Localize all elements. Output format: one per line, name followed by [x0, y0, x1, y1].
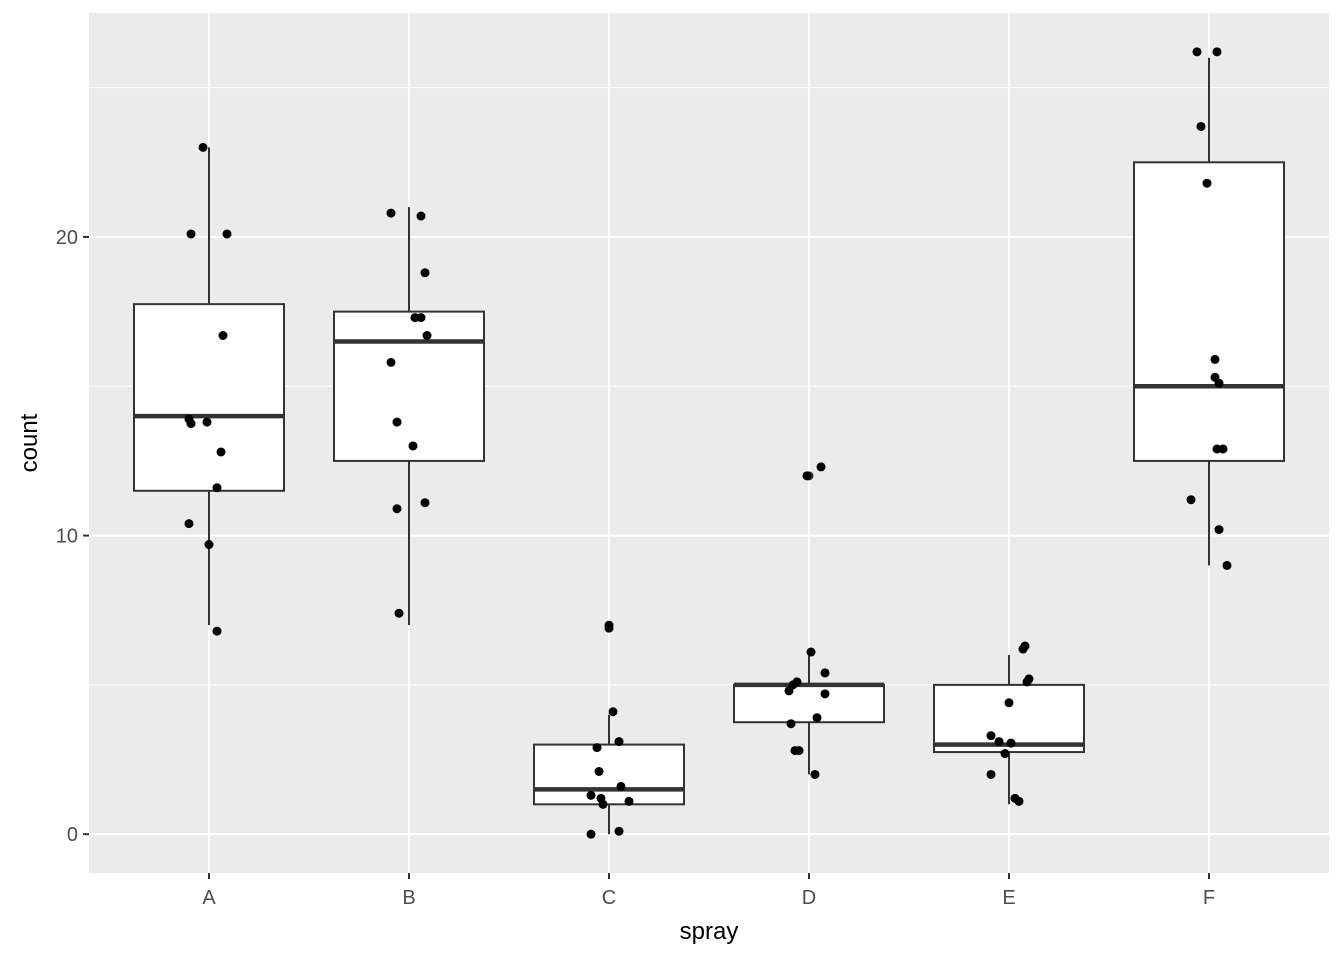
data-point: [586, 829, 596, 839]
box-d: [733, 683, 885, 724]
data-points: [184, 47, 1232, 839]
data-point: [614, 826, 624, 836]
data-point: [1214, 525, 1224, 535]
data-point: [222, 229, 232, 239]
data-point: [186, 229, 196, 239]
data-point: [1192, 47, 1202, 57]
data-point: [608, 707, 618, 717]
data-point: [1186, 495, 1196, 505]
data-point: [392, 417, 402, 427]
x-tick-label: F: [1203, 887, 1215, 909]
box-f: [1133, 161, 1285, 462]
data-point: [1004, 698, 1014, 708]
data-point: [786, 719, 796, 729]
data-point: [986, 769, 996, 779]
data-point: [1222, 560, 1232, 570]
data-point: [392, 504, 402, 514]
data-point: [1006, 738, 1016, 748]
data-point: [386, 357, 396, 367]
data-point: [616, 781, 626, 791]
data-point: [212, 626, 222, 636]
data-point: [422, 331, 432, 340]
data-point: [592, 743, 602, 753]
data-point: [820, 668, 830, 678]
data-point: [802, 471, 812, 481]
x-tick-label: B: [402, 887, 415, 909]
data-point: [1022, 677, 1032, 687]
data-point: [416, 211, 426, 221]
data-point: [1214, 378, 1224, 388]
data-point: [212, 483, 222, 493]
data-point: [614, 737, 624, 747]
data-point: [624, 796, 634, 806]
data-point: [204, 540, 214, 550]
data-point: [810, 769, 820, 779]
data-point: [420, 268, 430, 278]
data-point: [416, 313, 426, 323]
data-point: [386, 208, 396, 218]
x-tick-label: A: [202, 887, 216, 909]
data-point: [794, 746, 804, 756]
data-point: [394, 608, 404, 618]
data-point: [598, 799, 608, 809]
y-tick-label: 10: [56, 526, 78, 548]
data-point: [820, 689, 830, 699]
data-point: [198, 142, 208, 152]
data-point: [216, 447, 226, 457]
data-point: [1218, 444, 1228, 454]
data-point: [1202, 178, 1212, 188]
data-point: [816, 462, 826, 472]
data-point: [1014, 796, 1024, 806]
y-tick-label: 20: [56, 227, 78, 249]
data-point: [186, 419, 196, 429]
data-point: [218, 331, 228, 340]
x-tick-label: E: [1002, 887, 1015, 909]
box-b: [333, 310, 485, 462]
data-point: [586, 790, 596, 800]
y-axis: 0 10 20: [56, 227, 89, 846]
data-point: [806, 647, 816, 657]
data-point: [184, 519, 194, 529]
data-point: [604, 623, 614, 633]
data-point: [812, 713, 822, 723]
data-point: [1196, 121, 1206, 131]
data-point: [1212, 47, 1222, 57]
box-a: [133, 303, 285, 492]
box-c: [533, 743, 685, 806]
data-point: [420, 498, 430, 508]
data-point: [1000, 749, 1010, 759]
data-point: [994, 737, 1004, 747]
y-tick-label: 0: [67, 824, 78, 846]
x-axis-title: spray: [680, 918, 739, 945]
data-point: [202, 417, 212, 427]
x-tick-label: D: [802, 887, 816, 909]
x-axis: A B C D E F: [202, 873, 1215, 909]
boxplot-boxes: [133, 57, 1285, 835]
y-axis-title: count: [16, 413, 43, 472]
data-point: [594, 766, 604, 776]
data-point: [408, 441, 418, 451]
plot-panel: [89, 13, 1329, 873]
data-point: [784, 686, 794, 696]
x-tick-label: C: [602, 887, 616, 909]
data-point: [1210, 354, 1220, 364]
data-point: [1018, 644, 1028, 654]
data-point: [986, 731, 996, 741]
